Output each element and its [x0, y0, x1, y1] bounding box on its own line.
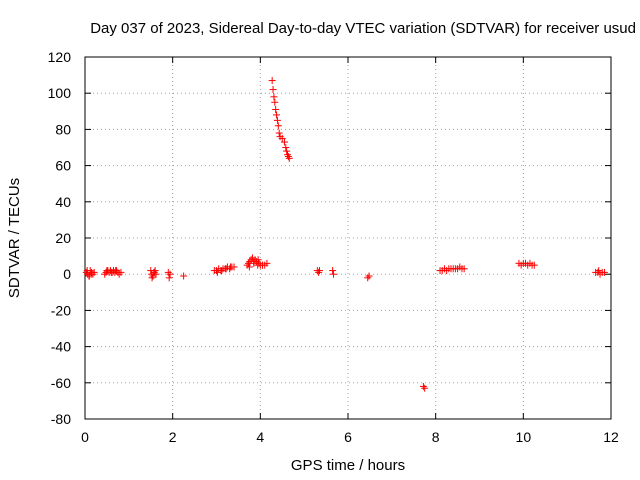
x-axis-title: GPS time / hours — [291, 457, 405, 474]
data-point — [269, 86, 277, 94]
data-point — [227, 263, 235, 271]
data-point — [530, 261, 538, 269]
data-point — [259, 261, 267, 269]
y-tick-label: 60 — [55, 158, 71, 174]
data-point — [280, 138, 288, 146]
y-tick-label: -60 — [51, 375, 71, 391]
data-point — [117, 268, 125, 276]
x-tick-label: 8 — [432, 429, 440, 445]
data-point — [419, 382, 427, 390]
x-tick-label: 12 — [603, 429, 619, 445]
data-point — [278, 134, 286, 142]
data-point — [284, 151, 292, 159]
data-point — [460, 265, 468, 273]
data-point — [275, 129, 283, 137]
data-point — [285, 154, 293, 162]
y-tick-label: 20 — [55, 230, 71, 246]
data-point — [283, 147, 291, 155]
data-point — [101, 270, 109, 278]
data-point — [330, 270, 338, 278]
data-point — [218, 267, 226, 275]
data-point — [284, 153, 292, 161]
data-point — [263, 259, 271, 267]
x-tick-label: 0 — [81, 429, 89, 445]
data-point — [164, 268, 172, 276]
data-point — [180, 272, 188, 280]
data-point — [103, 267, 111, 275]
data-point — [254, 256, 262, 264]
y-tick-label: 0 — [63, 266, 71, 282]
data-point — [87, 270, 95, 278]
data-point — [270, 93, 278, 101]
data-point — [148, 274, 156, 282]
data-point — [90, 268, 98, 276]
data-point — [151, 267, 159, 275]
x-tick-label: 4 — [256, 429, 264, 445]
data-point — [595, 267, 603, 275]
data-point — [115, 270, 123, 278]
y-tick-label: 120 — [48, 49, 72, 65]
axis-ticks: 0 2 4 6 8 10 12 -80 -60 -40 -20 0 20 40 60 80 100 120 — [48, 49, 619, 445]
data-point — [364, 274, 372, 282]
data-point — [165, 274, 173, 282]
data-point — [255, 259, 263, 267]
data-point — [316, 267, 324, 275]
y-tick-label: 40 — [55, 194, 71, 210]
data-point — [213, 268, 221, 276]
data-point — [85, 272, 93, 280]
x-tick-label: 6 — [344, 429, 352, 445]
data-point — [83, 267, 91, 275]
data-point — [107, 268, 115, 276]
data-point — [245, 263, 253, 271]
y-tick-label: -80 — [51, 411, 71, 427]
chart-title: Day 037 of 2023, Sidereal Day-to-day VTE… — [90, 20, 636, 37]
data-point — [282, 144, 290, 151]
x-tick-label: 2 — [169, 429, 177, 445]
y-tick-label: -20 — [51, 302, 71, 318]
x-tick-label: 10 — [516, 429, 532, 445]
y-axis-title: SDTVAR / TECUs — [6, 178, 23, 298]
data-point — [274, 122, 282, 130]
data-point — [268, 77, 276, 85]
data-point — [149, 272, 157, 280]
data-point — [150, 268, 158, 276]
grid-lines — [85, 57, 611, 419]
data-point — [166, 270, 174, 278]
data-point — [600, 268, 608, 276]
data-point — [271, 98, 279, 106]
data-point — [421, 384, 429, 392]
data-point — [272, 105, 280, 113]
data-point — [365, 272, 373, 280]
data-point — [273, 116, 281, 124]
data-point — [329, 267, 337, 275]
data-points — [82, 77, 608, 392]
data-point — [112, 267, 120, 275]
y-tick-label: -40 — [51, 339, 71, 355]
data-point — [222, 265, 230, 273]
data-point — [273, 111, 281, 119]
y-tick-label: 80 — [55, 121, 71, 137]
data-point — [315, 268, 323, 276]
data-point — [250, 258, 258, 266]
y-tick-label: 100 — [48, 85, 72, 101]
